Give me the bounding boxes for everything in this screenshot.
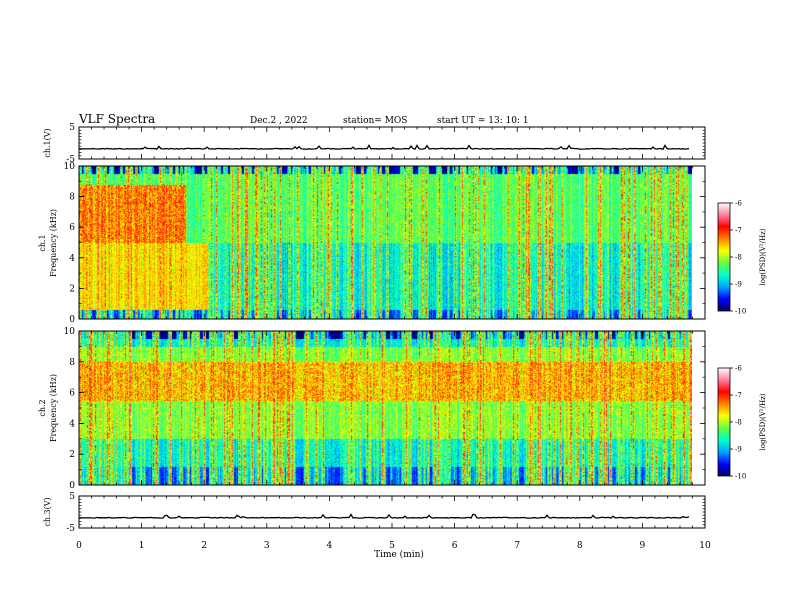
y-tick-label: 4 <box>69 254 75 264</box>
figure-title: VLF Spectra <box>78 112 155 126</box>
ch1-waveform-ylabel: ch.1(V) <box>43 128 52 157</box>
colorbar-tick-label: -6 <box>735 200 742 208</box>
ch2-spectrogram-image <box>79 331 692 485</box>
x-tick-label: 2 <box>201 541 207 551</box>
ch2-colorbar-label: log(PSD)(V²/Hz) <box>759 393 767 450</box>
ch1-spectrogram-ylabel-channel: ch.1 <box>38 234 47 251</box>
y-tick-label: 5 <box>69 492 75 502</box>
x-tick-label: 10 <box>699 541 711 551</box>
header-start-time: start UT = 13: 10: 1 <box>437 116 529 126</box>
ch2-colorbar-gradient <box>718 368 730 476</box>
ch2-spectrogram-ylabel: Frequency (kHz) <box>49 374 58 442</box>
ch1-waveform-panel: 5 -5 ch.1(V) <box>43 123 706 165</box>
colorbar-tick-label: -9 <box>735 281 742 289</box>
y-tick-label: 2 <box>69 450 75 460</box>
ch2-colorbar: -6 -7 -8 -9 -10 log(PSD)(V²/Hz) <box>717 365 767 481</box>
colorbar-tick-label: -8 <box>735 419 742 427</box>
y-tick-label: 2 <box>69 284 75 294</box>
colorbar-tick-label: -7 <box>735 392 742 400</box>
colorbar-tick-label: -10 <box>735 308 746 316</box>
ch1-spectrogram-yticks: 0 2 4 6 8 10 <box>64 162 705 325</box>
y-tick-label: 5 <box>69 123 75 133</box>
ch1-colorbar: -6 -7 -8 -9 -10 log(PSD)(V²/Hz) <box>717 200 767 316</box>
y-tick-label: 0 <box>69 315 75 325</box>
ch1-spectrogram-image <box>79 166 692 319</box>
x-tick-label: 9 <box>640 541 646 551</box>
y-tick-label: -5 <box>66 524 75 534</box>
ch3-waveform-yticks: 5 -5 <box>66 492 705 534</box>
ch3-waveform-ylabel: ch.3(V) <box>43 497 52 526</box>
ch3-waveform-panel: 5 -5 ch.3(V) <box>43 492 706 534</box>
y-tick-label: 8 <box>69 358 75 368</box>
x-tick-label: 6 <box>452 541 458 551</box>
x-tick-label: 5 <box>389 541 395 551</box>
ch1-spectrogram-panel: 0 2 4 6 8 10 ch.1 Frequency (kHz) <box>38 162 706 325</box>
ch1-waveform-line <box>78 143 690 150</box>
y-tick-label: 8 <box>69 193 75 203</box>
y-tick-label: 10 <box>64 162 76 172</box>
colorbar-tick-label: -9 <box>735 446 742 454</box>
ch1-colorbar-ticks: -6 -7 -8 -9 -10 <box>730 200 746 316</box>
ch1-spectrogram-xticks <box>78 166 706 319</box>
header-date: Dec.2 , 2022 <box>250 116 308 126</box>
x-axis-tick-labels: 0 1 2 3 4 5 6 7 8 9 10 <box>76 541 711 551</box>
y-tick-label: 0 <box>69 481 75 491</box>
y-tick-label: 6 <box>69 223 75 233</box>
ch2-spectrogram-xticks <box>78 331 706 485</box>
ch2-spectrogram-panel: 0 2 4 6 8 10 ch.2 Frequency (kHz) <box>38 327 706 491</box>
ch1-colorbar-gradient <box>718 203 730 311</box>
y-tick-label: 10 <box>64 327 76 337</box>
ch2-spectrogram-yticks: 0 2 4 6 8 10 <box>64 327 705 491</box>
colorbar-tick-label: -6 <box>735 365 742 373</box>
y-tick-label: -5 <box>66 155 75 165</box>
x-tick-label: 8 <box>577 541 583 551</box>
colorbar-tick-label: -10 <box>735 473 746 481</box>
x-tick-label: 4 <box>327 541 333 551</box>
x-axis-label: Time (min) <box>374 549 424 560</box>
ch1-waveform-xticks <box>78 127 706 159</box>
ch1-spectrogram-ylabel: Frequency (kHz) <box>49 209 58 277</box>
ch3-waveform-line <box>78 513 690 519</box>
y-tick-label: 4 <box>69 419 75 429</box>
x-tick-label: 7 <box>514 541 520 551</box>
colorbar-tick-label: -7 <box>735 227 742 235</box>
ch1-waveform-yticks: 5 -5 <box>66 123 705 165</box>
x-tick-label: 0 <box>76 541 82 551</box>
header-station: station= MOS <box>343 116 407 126</box>
y-tick-label: 6 <box>69 389 75 399</box>
x-tick-label: 1 <box>139 541 145 551</box>
colorbar-tick-label: -8 <box>735 254 742 262</box>
ch3-waveform-xticks <box>78 496 706 528</box>
ch2-colorbar-ticks: -6 -7 -8 -9 -10 <box>730 365 746 481</box>
x-tick-label: 3 <box>264 541 270 551</box>
ch1-colorbar-label: log(PSD)(V²/Hz) <box>759 228 767 285</box>
ch2-spectrogram-ylabel-channel: ch.2 <box>38 399 47 416</box>
